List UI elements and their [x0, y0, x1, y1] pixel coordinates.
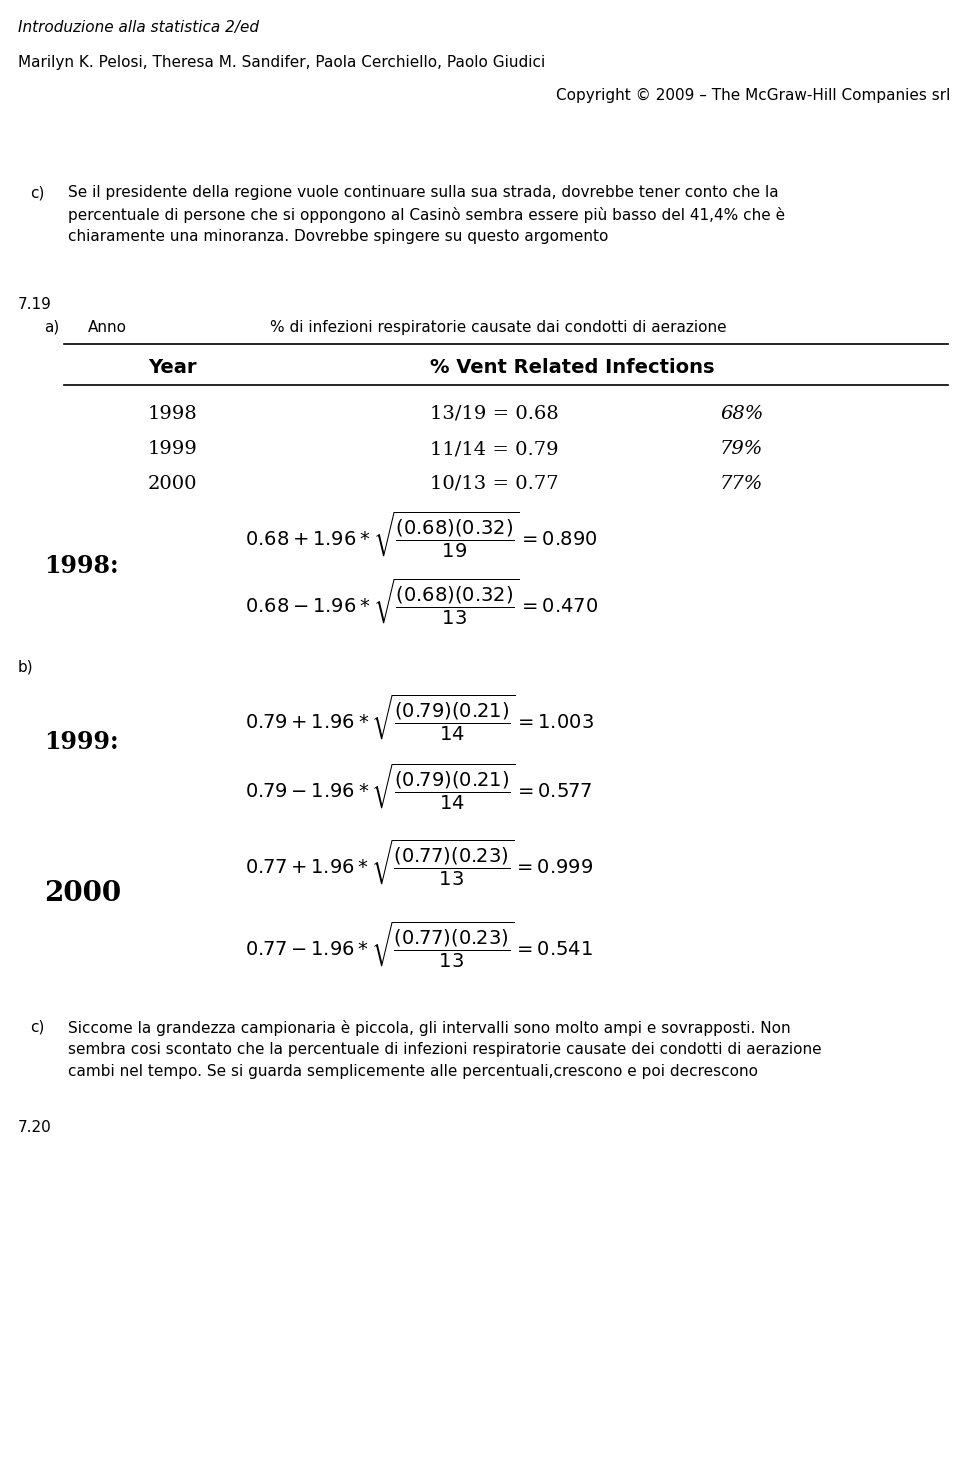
- Text: 77%: 77%: [720, 476, 763, 493]
- Text: % Vent Related Infections: % Vent Related Infections: [430, 357, 714, 376]
- Text: chiaramente una minoranza. Dovrebbe spingere su questo argomento: chiaramente una minoranza. Dovrebbe spin…: [68, 229, 609, 244]
- Text: 13/19 = 0.68: 13/19 = 0.68: [430, 406, 559, 423]
- Text: $0.77 + 1.96*\sqrt{\dfrac{(0.77)(0.23)}{13}} = 0.999$: $0.77 + 1.96*\sqrt{\dfrac{(0.77)(0.23)}{…: [245, 837, 593, 889]
- Text: $0.68 - 1.96*\sqrt{\dfrac{(0.68)(0.32)}{13}} = 0.470$: $0.68 - 1.96*\sqrt{\dfrac{(0.68)(0.32)}{…: [245, 576, 598, 627]
- Text: $0.77 - 1.96*\sqrt{\dfrac{(0.77)(0.23)}{13}} = 0.541$: $0.77 - 1.96*\sqrt{\dfrac{(0.77)(0.23)}{…: [245, 921, 593, 970]
- Text: 7.19: 7.19: [18, 298, 52, 312]
- Text: c): c): [30, 185, 44, 200]
- Text: sembra cosi scontato che la percentuale di infezioni respiratorie causate dei co: sembra cosi scontato che la percentuale …: [68, 1042, 822, 1056]
- Text: 1999: 1999: [148, 441, 198, 458]
- Text: 2000: 2000: [44, 880, 121, 907]
- Text: $0.79 - 1.96*\sqrt{\dfrac{(0.79)(0.21)}{14}} = 0.577$: $0.79 - 1.96*\sqrt{\dfrac{(0.79)(0.21)}{…: [245, 762, 592, 813]
- Text: Marilyn K. Pelosi, Theresa M. Sandifer, Paola Cerchiello, Paolo Giudici: Marilyn K. Pelosi, Theresa M. Sandifer, …: [18, 55, 545, 70]
- Text: 79%: 79%: [720, 441, 763, 458]
- Text: $0.68 + 1.96*\sqrt{\dfrac{(0.68)(0.32)}{19}} = 0.890$: $0.68 + 1.96*\sqrt{\dfrac{(0.68)(0.32)}{…: [245, 511, 597, 560]
- Text: Se il presidente della regione vuole continuare sulla sua strada, dovrebbe tener: Se il presidente della regione vuole con…: [68, 185, 779, 200]
- Text: b): b): [18, 659, 34, 676]
- Text: c): c): [30, 1020, 44, 1034]
- Text: percentuale di persone che si oppongono al Casinò sembra essere più basso del 41: percentuale di persone che si oppongono …: [68, 207, 785, 223]
- Text: 7.20: 7.20: [18, 1121, 52, 1135]
- Text: 2000: 2000: [148, 476, 198, 493]
- Text: 11/14 = 0.79: 11/14 = 0.79: [430, 441, 559, 458]
- Text: % di infezioni respiratorie causate dai condotti di aerazione: % di infezioni respiratorie causate dai …: [270, 320, 727, 336]
- Text: Siccome la grandezza campionaria è piccola, gli intervalli sono molto ampi e sov: Siccome la grandezza campionaria è picco…: [68, 1020, 791, 1036]
- Text: Anno: Anno: [88, 320, 127, 336]
- Text: cambi nel tempo. Se si guarda semplicemente alle percentuali,crescono e poi decr: cambi nel tempo. Se si guarda sempliceme…: [68, 1064, 758, 1080]
- Text: 1999:: 1999:: [44, 730, 119, 754]
- Text: 68%: 68%: [720, 406, 763, 423]
- Text: Year: Year: [148, 357, 197, 376]
- Text: 1998: 1998: [148, 406, 198, 423]
- Text: 1998:: 1998:: [44, 554, 119, 578]
- Text: Introduzione alla statistica 2/ed: Introduzione alla statistica 2/ed: [18, 20, 259, 35]
- Text: $0.79 + 1.96*\sqrt{\dfrac{(0.79)(0.21)}{14}} = 1.003$: $0.79 + 1.96*\sqrt{\dfrac{(0.79)(0.21)}{…: [245, 693, 594, 744]
- Text: 10/13 = 0.77: 10/13 = 0.77: [430, 476, 559, 493]
- Text: Copyright © 2009 – The McGraw-Hill Companies srl: Copyright © 2009 – The McGraw-Hill Compa…: [556, 88, 950, 104]
- Text: a): a): [44, 320, 60, 336]
